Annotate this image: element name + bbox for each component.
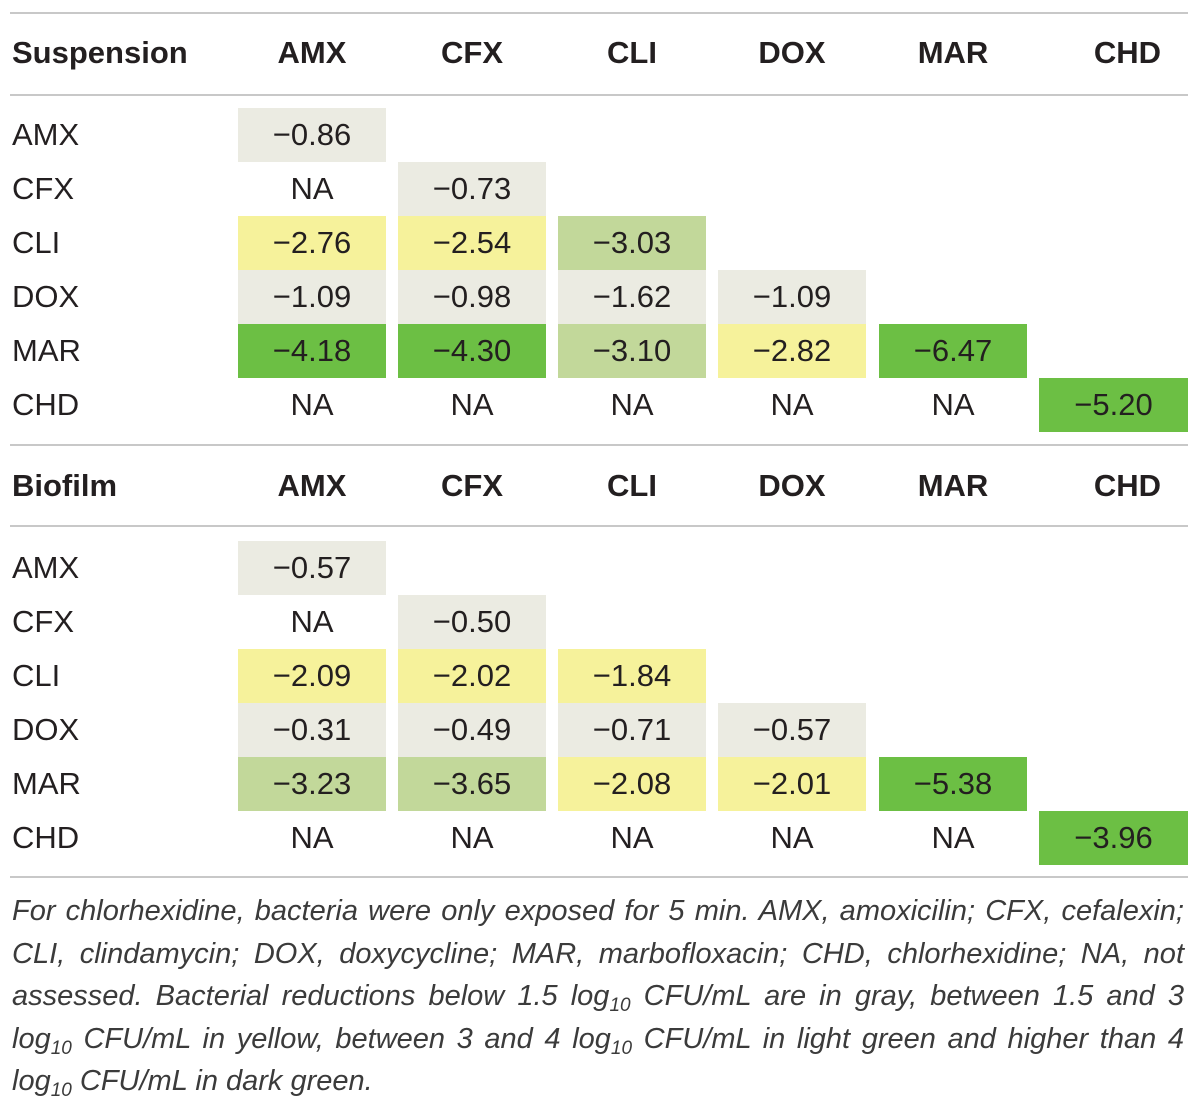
table-cell: −0.49 (398, 703, 546, 757)
row-label: CFX (12, 604, 74, 639)
footnote-subscript: 10 (610, 1037, 633, 1059)
table-cell: −2.01 (718, 757, 866, 811)
row-label: CLI (12, 658, 61, 693)
row-label: CHD (12, 387, 80, 422)
biofilm-header-rule (10, 525, 1188, 527)
footnote-subscript: 10 (609, 995, 631, 1016)
table-row: CHD NA NA NA NA NA −3.96 (0, 811, 1200, 865)
row-label: MAR (12, 333, 81, 368)
table-row: DOX −1.09 −0.98 −1.62 −1.09 (0, 270, 1200, 324)
footnote-text: For chlorhexidine, bacteria were only ex… (12, 895, 1184, 1012)
table-cell: −0.86 (238, 108, 386, 162)
table-cell: NA (770, 387, 814, 422)
table-cell: NA (931, 387, 975, 422)
column-header-text: CHD (1093, 468, 1161, 503)
section-divider-rule (10, 444, 1188, 446)
table-cell: −2.09 (238, 649, 386, 703)
table-row: CFX NA −0.50 (0, 595, 1200, 649)
table-cell: NA (450, 387, 494, 422)
table-cell: −3.10 (558, 324, 706, 378)
table-cell: −0.31 (238, 703, 386, 757)
footnote-text: CFU/mL in dark green. (71, 1065, 373, 1097)
suspension-title: Suspension (12, 35, 188, 70)
table-row: MAR −4.18 −4.30 −3.10 −2.82 −6.47 (0, 324, 1200, 378)
column-header-text: CHD (1093, 35, 1161, 70)
column-header: CLI (607, 35, 657, 70)
biofilm-title: Biofilm (12, 468, 118, 503)
table-row: AMX −0.57 (0, 541, 1200, 595)
table-cell: NA (450, 820, 494, 855)
table-cell: NA (610, 820, 654, 855)
row-label: DOX (12, 279, 80, 314)
top-rule (10, 12, 1188, 14)
column-header: AMX (277, 468, 347, 503)
column-header: CFX (441, 35, 503, 70)
row-label: MAR (12, 766, 81, 801)
table-cell: −0.57 (718, 703, 866, 757)
suspension-header-row: Suspension AMX CFX CLI DOX MAR CHD (0, 26, 1200, 80)
column-header: DOX (758, 468, 826, 503)
table-cell: −3.23 (238, 757, 386, 811)
table-cell: −1.84 (558, 649, 706, 703)
table-cell: −0.50 (398, 595, 546, 649)
table-cell: −4.30 (398, 324, 546, 378)
row-label: DOX (12, 712, 80, 747)
table-cell: −5.20 (1039, 378, 1188, 432)
suspension-header-rule (10, 94, 1188, 96)
table-row: CLI −2.09 −2.02 −1.84 (0, 649, 1200, 703)
table-cell: −3.96 (1039, 811, 1188, 865)
column-header: AMX (277, 35, 347, 70)
table-cell: −3.03 (558, 216, 706, 270)
footnote-rule (10, 876, 1188, 878)
table-cell: −1.09 (718, 270, 866, 324)
table-footnote: For chlorhexidine, bacteria were only ex… (12, 890, 1184, 1103)
table-cell: −0.71 (558, 703, 706, 757)
table-cell: −2.02 (398, 649, 546, 703)
column-header: CHD (1039, 459, 1188, 513)
table-row: DOX −0.31 −0.49 −0.71 −0.57 (0, 703, 1200, 757)
table-cell: −2.54 (398, 216, 546, 270)
column-header: MAR (917, 468, 989, 503)
table-cell: NA (290, 387, 334, 422)
table-cell: −5.38 (879, 757, 1027, 811)
table-row: CLI −2.76 −2.54 −3.03 (0, 216, 1200, 270)
footnote-subscript: 10 (50, 1080, 72, 1101)
table-cell: NA (290, 820, 334, 855)
table-cell: NA (770, 820, 814, 855)
column-header: CFX (441, 468, 503, 503)
footnote-text: CFU/mL are in gray, between 1.5 and 3 lo… (12, 980, 1184, 1055)
row-label: CFX (12, 171, 74, 206)
table-cell: NA (290, 604, 334, 639)
biofilm-header-row: Biofilm AMX CFX CLI DOX MAR CHD (0, 459, 1200, 513)
column-header: CHD (1039, 26, 1188, 80)
footnote-subscript: 10 (50, 1037, 72, 1059)
column-header: MAR (917, 35, 989, 70)
table-cell: −0.57 (238, 541, 386, 595)
footnote-text: CFU/mL in light green and higher than 4 … (12, 1022, 1184, 1098)
column-header: CLI (607, 468, 657, 503)
column-header: DOX (758, 35, 826, 70)
table-cell: −2.76 (238, 216, 386, 270)
table-cell: −2.82 (718, 324, 866, 378)
table-row: MAR −3.23 −3.65 −2.08 −2.01 −5.38 (0, 757, 1200, 811)
row-label: CHD (12, 820, 80, 855)
table-cell: −1.62 (558, 270, 706, 324)
table-cell: NA (931, 820, 975, 855)
table-cell: −2.08 (558, 757, 706, 811)
table-cell: NA (290, 171, 334, 206)
table-cell: −3.65 (398, 757, 546, 811)
footnote-text: CFU/mL in yellow, between 3 and 4 log (71, 1022, 611, 1055)
table-cell: −4.18 (238, 324, 386, 378)
row-label: CLI (12, 225, 61, 260)
row-label: AMX (12, 117, 80, 152)
table-cell: −6.47 (879, 324, 1027, 378)
table-cell: −1.09 (238, 270, 386, 324)
table-cell: −0.73 (398, 162, 546, 216)
row-label: AMX (12, 550, 80, 585)
table-cell: NA (610, 387, 654, 422)
table-row: CFX NA −0.73 (0, 162, 1200, 216)
table-row: AMX −0.86 (0, 108, 1200, 162)
table-cell: −0.98 (398, 270, 546, 324)
table-row: CHD NA NA NA NA NA −5.20 (0, 378, 1200, 432)
